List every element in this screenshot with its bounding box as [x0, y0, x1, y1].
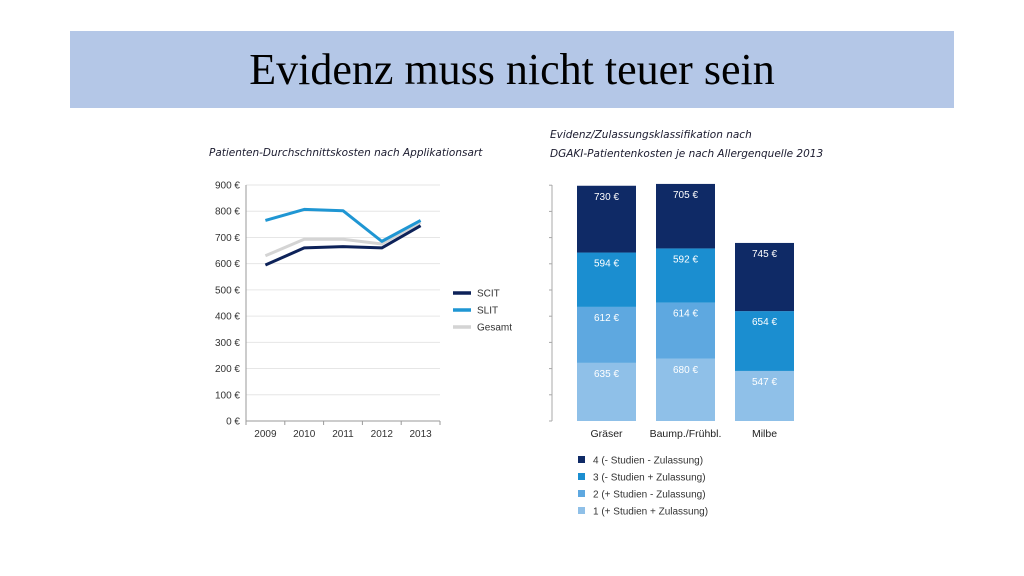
legend-swatch	[578, 473, 585, 480]
stacked-bar-chart: 635 € 612 € 594 € 730 € Gräser 680 € 614 € 592 …	[549, 183, 794, 518]
bar-value-label: 612 €	[594, 313, 619, 324]
bar-segment	[577, 306, 636, 363]
legend-swatch	[578, 490, 585, 497]
bar-value-label: 705 €	[673, 190, 698, 201]
bar-segment	[656, 302, 715, 359]
x-category-label: Baump./Frühbl.	[650, 428, 722, 440]
legend-label: SCIT	[477, 289, 500, 300]
legend-label: 3 (- Studien + Zulassung)	[593, 473, 706, 484]
bar-segment	[656, 248, 715, 303]
bar-segment	[735, 370, 794, 421]
series-line-gesamt	[264, 220, 422, 258]
bar-value-label: 547 €	[752, 377, 777, 388]
bar-segment	[735, 311, 794, 371]
bar-value-label: 614 €	[673, 309, 698, 320]
legend-label: 1 (+ Studien + Zulassung)	[593, 507, 708, 518]
bar-value-label: 745 €	[752, 249, 777, 260]
bar-segment	[735, 242, 794, 312]
bar-value-label: 592 €	[673, 254, 698, 265]
bar-value-label: 654 €	[752, 317, 777, 328]
y-tick-label: 0 €	[226, 417, 240, 428]
y-tick-label: 400 €	[215, 312, 240, 323]
line-chart: 0 € 100 € 200 € 300 € 400 € 500 € 600 € 700 € 80…	[215, 181, 512, 441]
y-tick-label: 300 €	[215, 338, 240, 349]
bar-segment	[577, 362, 636, 421]
bar-segment	[577, 252, 636, 307]
legend-label: Gesamt	[477, 323, 512, 334]
x-tick-label: 2013	[409, 429, 432, 440]
legend-label: 4 (- Studien - Zulassung)	[593, 456, 703, 467]
series-line-slit	[264, 207, 422, 243]
y-tick-label: 700 €	[215, 233, 240, 244]
bar-chart-title-line-2: DGAKI-Patientenkosten je nach Allergenqu…	[550, 148, 824, 160]
series-line-scit	[264, 224, 422, 267]
x-category-label: Milbe	[752, 428, 777, 440]
legend-swatch	[578, 456, 585, 463]
legend-swatch	[578, 507, 585, 514]
y-tick-label: 900 €	[215, 181, 240, 192]
y-tick-label: 600 €	[215, 259, 240, 270]
x-tick-label: 2011	[332, 429, 354, 440]
legend-label: 2 (+ Studien - Zulassung)	[593, 490, 706, 501]
bar-segment	[577, 185, 636, 253]
bar-segment	[656, 358, 715, 421]
title-bar: Evidenz muss nicht teuer sein	[70, 31, 954, 108]
bar-value-label: 680 €	[673, 365, 698, 376]
bar-value-label: 730 €	[594, 192, 619, 203]
slide-title: Evidenz muss nicht teuer sein	[249, 45, 775, 94]
bar-value-label: 594 €	[594, 259, 619, 270]
x-tick-label: 2012	[371, 429, 394, 440]
bar-value-label: 635 €	[594, 369, 619, 380]
x-category-label: Gräser	[590, 428, 623, 440]
x-tick-label: 2010	[293, 429, 316, 440]
bar-chart-title-line-1: Evidenz/Zulassungsklassifikation nach	[550, 129, 752, 141]
y-tick-label: 100 €	[215, 390, 240, 401]
bar-segment	[656, 183, 715, 249]
legend-label: SLIT	[477, 306, 498, 317]
x-tick-label: 2009	[254, 429, 277, 440]
y-tick-label: 500 €	[215, 285, 240, 296]
y-tick-label: 200 €	[215, 364, 240, 375]
y-tick-label: 800 €	[215, 207, 240, 218]
line-chart-title: Patienten-Durchschnittskosten nach Appli…	[209, 147, 483, 159]
